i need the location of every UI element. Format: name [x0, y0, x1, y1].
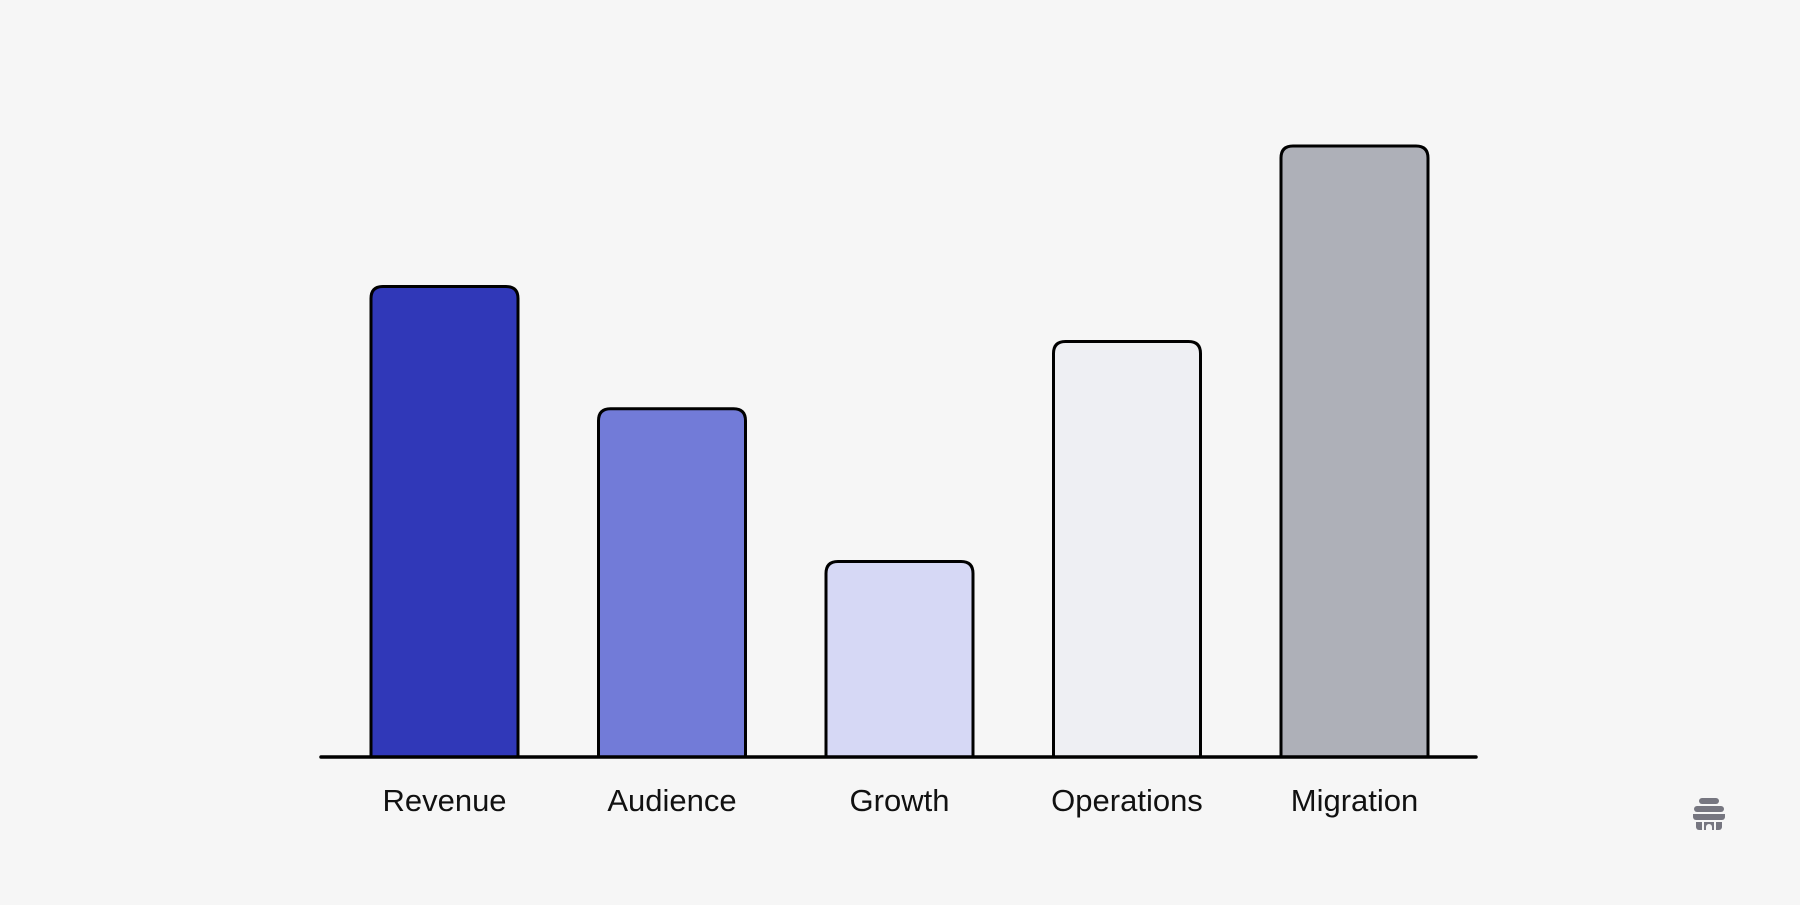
- x-tick-label: Growth: [850, 783, 950, 818]
- bar-revenue: [369, 285, 520, 757]
- x-tick-label: Audience: [607, 783, 736, 818]
- bar-growth: [824, 559, 975, 757]
- x-tick-label: Migration: [1291, 783, 1419, 818]
- bar-operations: [1052, 340, 1202, 757]
- bar-migration: [1279, 144, 1430, 757]
- x-tick-label: Revenue: [382, 783, 506, 818]
- x-tick-label: Operations: [1051, 783, 1203, 818]
- bar-audience: [597, 407, 747, 757]
- beehive-logo-icon: [1693, 798, 1725, 830]
